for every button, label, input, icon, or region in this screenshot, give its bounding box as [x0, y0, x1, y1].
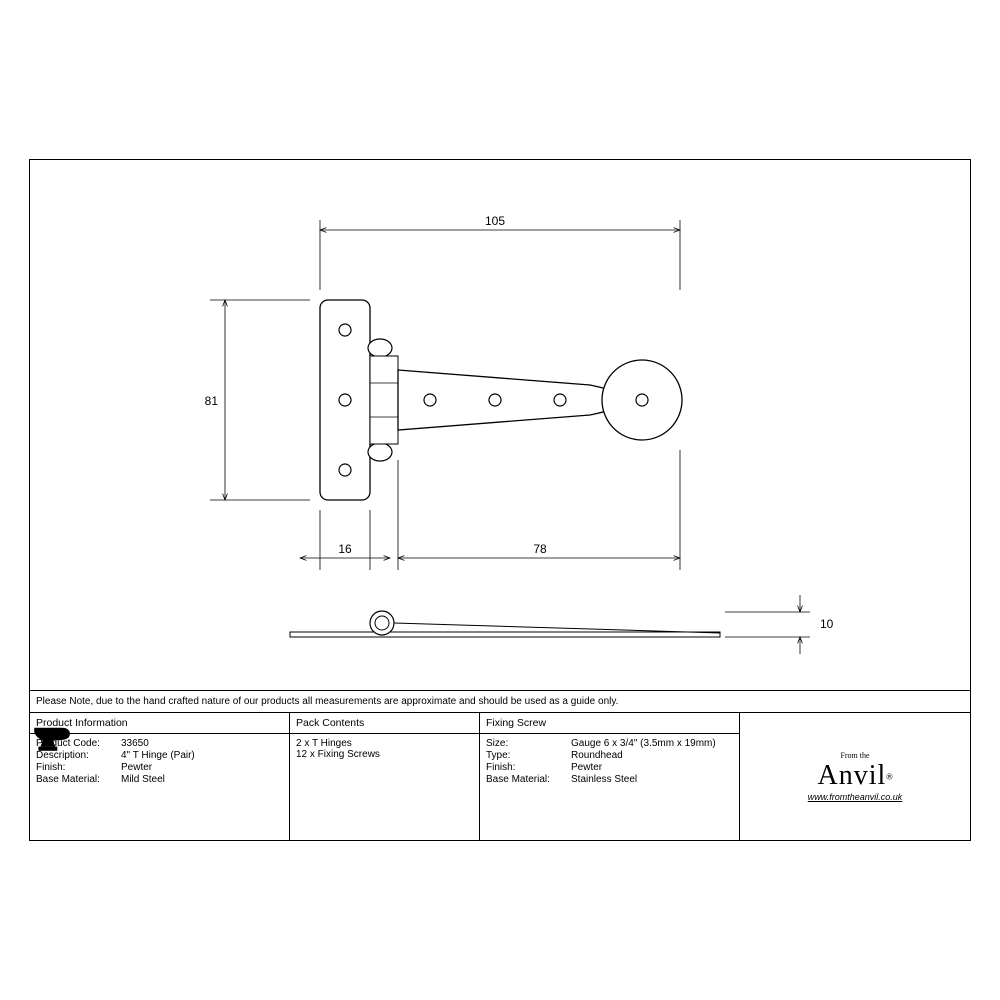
anvil-icon — [30, 713, 72, 755]
logo-col: From the Anvil® www.fromtheanvil.co.uk — [740, 713, 970, 840]
dim-16: 16 — [338, 542, 352, 556]
dim-10: 10 — [820, 617, 834, 631]
side-view — [290, 611, 720, 637]
fixing-screw-col: Fixing Screw Size:Gauge 6 x 3/4" (3.5mm … — [480, 713, 740, 840]
spec-sheet: 105 81 — [29, 159, 971, 841]
logo-brand: Anvil — [818, 760, 887, 791]
logo-from: From the — [808, 751, 903, 760]
pack-header: Pack Contents — [290, 713, 479, 734]
info-table: Product Information Product Code:33650 D… — [30, 712, 970, 840]
screw-header: Fixing Screw — [480, 713, 739, 734]
technical-drawing: 105 81 — [30, 160, 970, 690]
drawing-area: 105 81 — [30, 160, 970, 690]
disclaimer-note: Please Note, due to the hand crafted nat… — [30, 690, 970, 712]
pack-contents-col: Pack Contents 2 x T Hinges 12 x Fixing S… — [290, 713, 480, 840]
logo-url: www.fromtheanvil.co.uk — [808, 792, 903, 802]
dim-81: 81 — [205, 394, 219, 408]
dim-78: 78 — [533, 542, 547, 556]
dim-105: 105 — [485, 214, 505, 228]
